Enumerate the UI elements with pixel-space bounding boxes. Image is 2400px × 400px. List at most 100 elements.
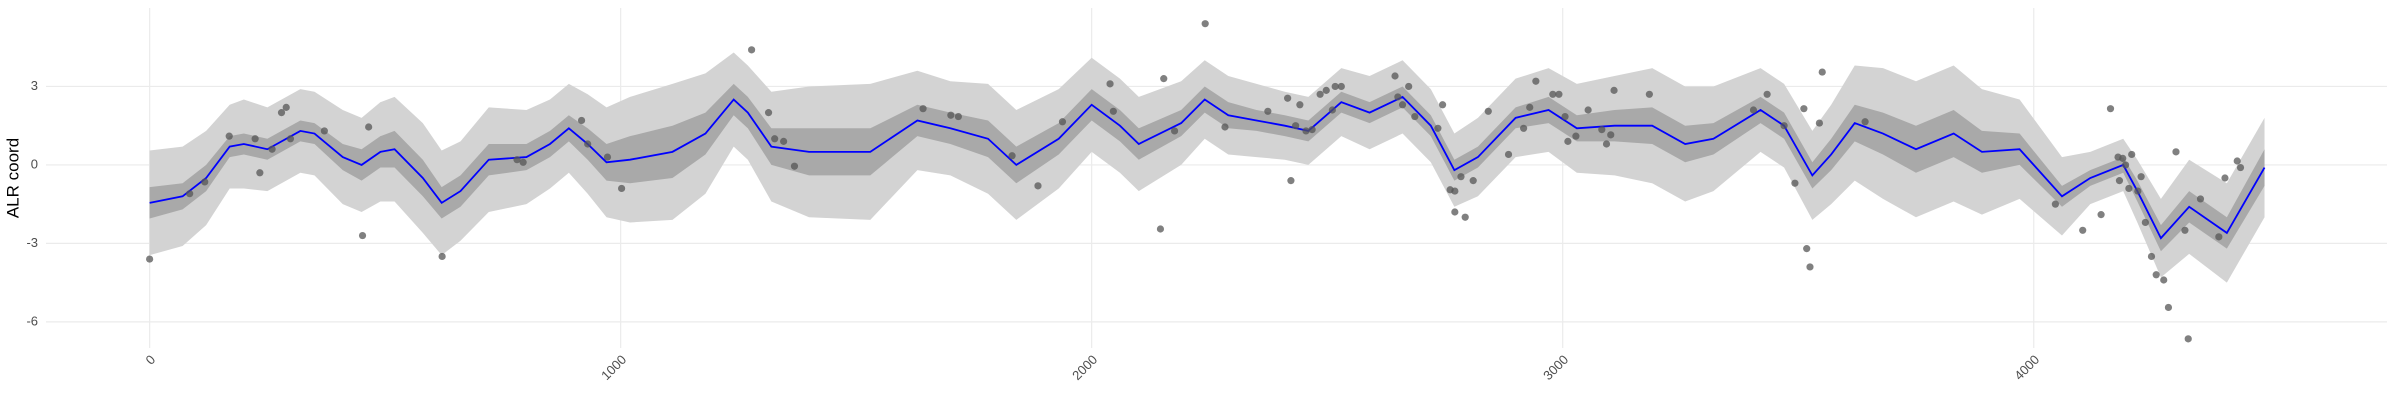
data-point xyxy=(1469,177,1477,185)
data-point xyxy=(251,135,259,143)
data-point xyxy=(256,169,264,177)
x-tick-label: 3000 xyxy=(1540,352,1571,383)
data-point xyxy=(1520,124,1528,132)
data-point xyxy=(1461,213,1469,221)
data-point xyxy=(1549,90,1557,98)
data-point xyxy=(947,111,955,119)
data-point xyxy=(1584,106,1592,114)
data-point xyxy=(2141,218,2149,227)
data-point xyxy=(1034,182,1042,190)
data-point xyxy=(2097,211,2105,219)
data-point xyxy=(2134,187,2142,195)
data-point xyxy=(1780,122,1788,130)
data-point xyxy=(201,178,209,186)
data-point xyxy=(1815,119,1824,127)
data-point xyxy=(1806,263,1814,271)
data-point xyxy=(1316,90,1324,98)
data-point xyxy=(2119,154,2127,162)
data-point xyxy=(1322,86,1330,94)
data-point xyxy=(780,137,788,145)
data-point xyxy=(771,135,779,143)
data-point xyxy=(954,112,962,121)
data-point xyxy=(1292,122,1300,130)
data-point xyxy=(1451,187,1459,195)
data-point xyxy=(1763,90,1771,98)
data-point xyxy=(1058,118,1067,126)
data-point xyxy=(1398,101,1407,109)
y-tick-label: 0 xyxy=(31,156,38,171)
confidence-band xyxy=(149,52,2265,283)
data-point xyxy=(2128,150,2136,159)
data-point xyxy=(1302,127,1310,135)
data-point xyxy=(2236,163,2245,172)
data-point xyxy=(1391,72,1399,80)
data-point xyxy=(2233,157,2241,165)
data-point xyxy=(1394,93,1402,101)
data-point xyxy=(2137,173,2145,181)
data-point xyxy=(1221,123,1229,131)
data-point xyxy=(2106,105,2115,113)
data-point xyxy=(1484,107,1492,115)
x-tick-label: 2000 xyxy=(1069,352,1100,383)
data-point xyxy=(2196,195,2205,203)
data-point xyxy=(747,46,756,54)
data-point xyxy=(1526,103,1534,111)
data-point xyxy=(186,190,194,198)
data-point xyxy=(1532,77,1540,85)
data-point xyxy=(519,158,527,166)
data-point xyxy=(1602,140,1611,148)
data-point xyxy=(1803,245,1811,253)
data-point xyxy=(1328,106,1336,114)
data-point xyxy=(1504,150,1513,159)
data-point xyxy=(790,162,799,170)
data-point xyxy=(1818,68,1826,76)
data-point xyxy=(1156,225,1165,233)
data-point xyxy=(225,132,233,140)
data-point xyxy=(1170,127,1179,135)
data-point xyxy=(2079,226,2087,234)
data-point xyxy=(1106,80,1114,88)
data-point xyxy=(577,116,586,125)
data-point xyxy=(2181,226,2189,234)
data-point xyxy=(1284,94,1292,102)
x-tick-label: 0 xyxy=(142,352,158,368)
data-point xyxy=(2160,276,2168,284)
data-point xyxy=(2172,148,2180,156)
data-point xyxy=(1201,20,1209,28)
data-point xyxy=(1645,90,1653,98)
data-point xyxy=(1308,126,1316,134)
data-point xyxy=(2147,252,2156,261)
data-point xyxy=(764,109,773,117)
data-point xyxy=(1572,132,1580,140)
data-point xyxy=(2121,161,2130,169)
data-point xyxy=(1438,101,1447,109)
data-point xyxy=(1337,82,1345,91)
data-point xyxy=(358,231,367,240)
data-point xyxy=(584,140,592,148)
data-point xyxy=(1411,112,1419,121)
data-point xyxy=(268,145,276,153)
data-point xyxy=(1457,173,1465,181)
data-point xyxy=(603,153,612,161)
data-point xyxy=(1434,124,1442,132)
data-point xyxy=(1555,90,1563,98)
data-point xyxy=(2152,271,2160,279)
data-point xyxy=(1607,131,1615,139)
fit-line xyxy=(149,95,2266,240)
data-point xyxy=(1800,105,1808,113)
data-point xyxy=(1008,152,1016,160)
data-point xyxy=(2184,335,2192,343)
data-point xyxy=(1451,208,1459,216)
data-point xyxy=(286,135,295,143)
data-point xyxy=(2115,177,2124,185)
data-point xyxy=(2215,233,2223,241)
data-point xyxy=(1264,107,1272,115)
data-point xyxy=(1610,86,1618,94)
y-axis-label: ALR coord xyxy=(3,138,22,218)
data-point xyxy=(919,105,927,113)
data-point xyxy=(1109,107,1117,115)
data-point xyxy=(513,156,521,164)
data-point xyxy=(1405,82,1413,91)
data-point xyxy=(1287,177,1295,185)
